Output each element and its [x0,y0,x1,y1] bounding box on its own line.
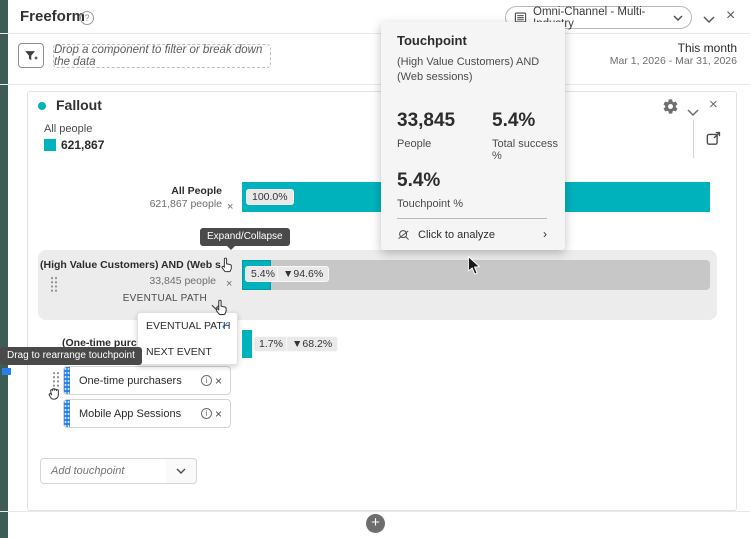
viz-title: Fallout [56,97,102,113]
step2-fallout-pill: ▼94.6% [277,266,330,282]
segment-filter-button[interactable] [18,43,44,68]
drop-target-indicator [2,368,11,375]
path-mode-chevron-icon[interactable] [211,297,220,315]
detail-divider [397,218,547,219]
step2-pct-pill: 5.4% [245,266,281,282]
filter-dropzone[interactable]: Drop a component to filter or break down… [53,44,271,68]
grab-hand-cursor [46,383,65,407]
chevron-down-icon [673,15,683,21]
dataset-icon [514,11,527,24]
detail-subtitle: (High Value Customers) AND (Web sessions… [397,56,540,83]
expand-collapse-tooltip: Expand/Collapse [200,228,290,250]
legend-divider [693,120,694,158]
info-icon[interactable]: i [200,375,212,386]
chip-close-icon[interactable]: × [214,406,222,421]
expand-collapse-hand-icon[interactable] [218,256,235,278]
detail-success-label: Total success % [492,138,559,162]
collapse-panel-chevron-icon[interactable] [703,10,715,28]
chip-label: Mobile App Sessions [79,407,182,420]
help-icon[interactable]: ? [80,11,94,25]
gear-icon[interactable] [662,98,680,116]
page-title: Freeform [20,8,86,25]
step2-people: 33,845 people [149,275,216,287]
viz-color-dot [38,102,46,110]
detail-touchpoint-value: 5.4% [397,170,441,191]
info-icon[interactable]: i [200,408,212,419]
left-rail-stripe [0,0,8,538]
collapse-viz-chevron-icon[interactable] [687,103,699,121]
path-mode-menu: EVENTUAL PATH ✓ NEXT EVENT [137,312,238,365]
analyze-icon [397,228,411,247]
analyze-chevron-icon[interactable]: › [543,227,547,241]
drag-rearrange-tooltip: Drag to rearrange touchpoint [0,347,142,365]
click-to-analyze[interactable]: Click to analyze [418,229,496,241]
add-touchpoint-dropdown-button[interactable] [166,458,197,484]
legend-value: 621,867 [61,138,105,152]
pointer-hand-cursor [212,298,230,321]
menu-item-next-event[interactable]: NEXT EVENT [138,339,237,365]
chip-label: One-time purchasers [79,374,182,387]
date-range-label[interactable]: This month [677,41,737,55]
detail-people-value: 33,845 [397,110,456,131]
close-viz-icon[interactable]: × [709,96,718,113]
step3-fallout-pill: ▼68.2% [286,336,339,352]
export-icon[interactable] [705,130,722,147]
step2-label[interactable]: (High Value Customers) AND (Web s... [40,259,230,271]
close-freeform-icon[interactable]: × [726,7,736,24]
chip-drag-bar-icon[interactable] [64,367,70,394]
touchpoint-chip-mobile-app-sessions[interactable]: Mobile App Sessions i × [63,399,231,428]
step2-drag-handle-icon[interactable] [50,276,58,293]
add-panel-button[interactable]: + [366,514,385,533]
bottom-divider [0,511,750,512]
menu-item-eventual-path[interactable]: EVENTUAL PATH ✓ [138,313,237,339]
step3-label[interactable]: (One-time purcha [62,337,149,349]
detail-title: Touchpoint [397,33,467,48]
detail-touchpoint-label: Touchpoint % [397,198,464,210]
detail-people-label: People [397,138,432,150]
header-divider [0,33,750,34]
touchpoint-detail-card: Touchpoint (High Value Customers) AND (W… [381,22,565,250]
filter-divider [0,84,750,85]
step1-people: 621,867 people [149,198,222,210]
step1-remove-icon[interactable]: × [227,201,234,213]
detail-success-value: 5.4% [492,110,536,131]
chip-drag-bar-icon[interactable] [64,400,70,427]
step1-label[interactable]: All People [171,185,222,197]
date-range-value[interactable]: Mar 1, 2026 - Mar 31, 2026 [609,55,737,67]
check-icon: ✓ [220,320,230,332]
chip-close-icon[interactable]: × [214,373,222,388]
legend-label: All people [44,123,93,135]
step2-bar-fallout[interactable] [271,260,710,290]
step1-pct-pill: 100.0% [246,189,294,205]
step3-pct-pill: 1.7% [253,336,289,352]
step3-bar-success[interactable] [242,330,252,358]
chip-drag-handle-icon[interactable] [52,371,60,388]
mouse-arrow-cursor [467,255,482,281]
step2-path-mode[interactable]: EVENTUAL PATH [122,293,207,304]
filter-funnel-icon [23,48,39,64]
menu-item-label: EVENTUAL PATH [146,320,231,332]
touchpoint-chip-one-time-purchasers[interactable]: One-time purchasers i × [63,366,231,395]
legend-swatch [44,139,56,151]
add-touchpoint-input[interactable]: Add touchpoint [40,458,167,484]
step2-remove-icon[interactable]: × [226,278,233,290]
menu-item-label: NEXT EVENT [146,346,212,358]
